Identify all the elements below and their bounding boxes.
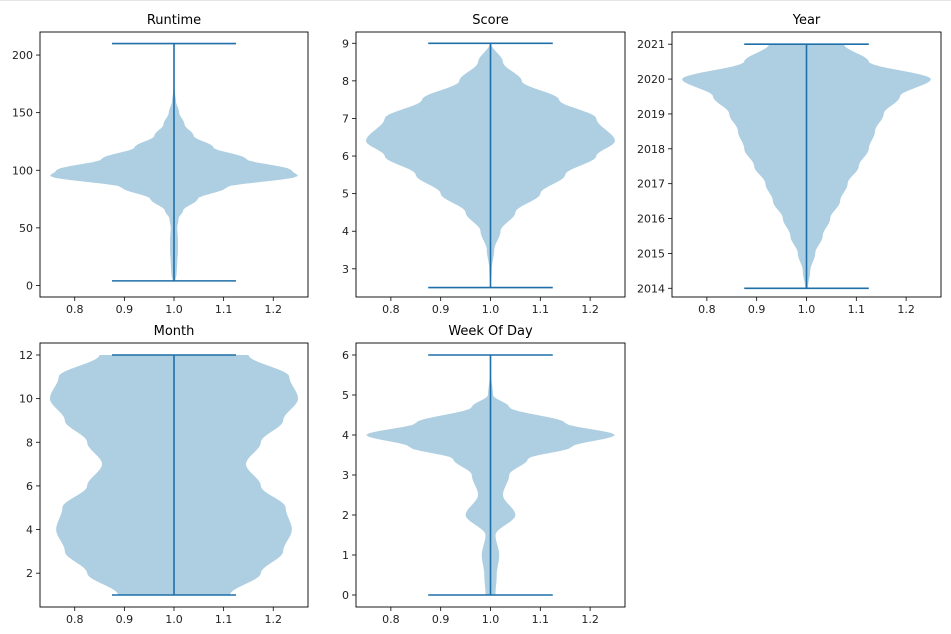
y-tick-label: 2014 bbox=[637, 282, 665, 295]
x-tick-label: 0.9 bbox=[432, 613, 450, 626]
y-tick-label: 4 bbox=[342, 225, 349, 238]
x-tick-label: 1.0 bbox=[165, 303, 183, 316]
y-tick-label: 2019 bbox=[637, 108, 665, 121]
x-tick-label: 1.0 bbox=[165, 613, 183, 626]
x-tick-label: 1.2 bbox=[581, 303, 599, 316]
x-tick-label: 1.0 bbox=[798, 303, 816, 316]
y-tick-label: 2021 bbox=[637, 38, 665, 51]
x-tick-label: 0.9 bbox=[116, 303, 134, 316]
y-tick-label: 2 bbox=[26, 567, 33, 580]
violin-panel: Score 0.8 0.9 1.0 1.1 1.2 3 4 5 6 7 8 9 bbox=[342, 13, 626, 316]
violin-panel: Runtime 0.8 0.9 1.0 1.1 1.2 0 50 100 150 200 bbox=[12, 13, 309, 316]
x-tick-label: 1.2 bbox=[581, 613, 599, 626]
y-tick-label: 4 bbox=[342, 429, 349, 442]
y-tick-label: 0 bbox=[26, 279, 33, 292]
x-tick-label: 0.8 bbox=[66, 613, 84, 626]
panel-title: Week Of Day bbox=[448, 324, 533, 339]
top-divider bbox=[0, 0, 951, 1]
y-tick-label: 200 bbox=[12, 49, 33, 62]
y-tick-label: 5 bbox=[342, 188, 349, 201]
y-tick-label: 150 bbox=[12, 107, 33, 120]
y-tick-label: 8 bbox=[26, 436, 33, 449]
y-tick-label: 2018 bbox=[637, 143, 665, 156]
violin-panel: Week Of Day 0.8 0.9 1.0 1.1 1.2 0 1 2 3 4 5 6 bbox=[342, 324, 626, 626]
x-tick-label: 0.8 bbox=[382, 303, 400, 316]
y-tick-label: 2017 bbox=[637, 178, 665, 191]
x-tick-label: 0.8 bbox=[66, 303, 84, 316]
y-tick-label: 2020 bbox=[637, 73, 665, 86]
y-tick-label: 5 bbox=[342, 389, 349, 402]
y-tick-label: 10 bbox=[19, 393, 33, 406]
y-tick-label: 6 bbox=[26, 480, 33, 493]
panel-title: Month bbox=[154, 324, 195, 339]
x-tick-label: 1.1 bbox=[215, 303, 233, 316]
violin-panel: Month 0.8 0.9 1.0 1.1 1.2 2 4 6 8 10 12 bbox=[19, 324, 309, 626]
x-tick-label: 0.9 bbox=[748, 303, 766, 316]
panel-title: Score bbox=[472, 13, 508, 28]
x-tick-label: 0.8 bbox=[382, 613, 400, 626]
panel-title: Year bbox=[792, 13, 821, 28]
x-tick-label: 1.1 bbox=[215, 613, 233, 626]
y-tick-label: 4 bbox=[26, 524, 33, 537]
y-tick-label: 9 bbox=[342, 37, 349, 50]
x-tick-label: 1.2 bbox=[265, 303, 283, 316]
y-tick-label: 6 bbox=[342, 150, 349, 163]
violin-panel: Year 0.8 0.9 1.0 1.1 1.2 2014 2015 2016 2017 2018 2… bbox=[637, 13, 942, 316]
y-tick-label: 50 bbox=[19, 222, 33, 235]
y-tick-label: 0 bbox=[342, 589, 349, 602]
y-tick-label: 100 bbox=[12, 164, 33, 177]
y-tick-label: 2 bbox=[342, 509, 349, 522]
x-tick-label: 1.0 bbox=[482, 613, 500, 626]
x-tick-label: 1.1 bbox=[532, 613, 550, 626]
y-tick-label: 12 bbox=[19, 349, 33, 362]
y-tick-label: 2016 bbox=[637, 213, 665, 226]
x-tick-label: 0.8 bbox=[698, 303, 716, 316]
panel-title: Runtime bbox=[147, 13, 201, 28]
x-tick-label: 0.9 bbox=[116, 613, 134, 626]
y-tick-label: 7 bbox=[342, 112, 349, 125]
x-tick-label: 0.9 bbox=[432, 303, 450, 316]
x-tick-label: 1.1 bbox=[532, 303, 550, 316]
y-tick-label: 3 bbox=[342, 469, 349, 482]
x-tick-label: 1.1 bbox=[848, 303, 866, 316]
y-tick-label: 1 bbox=[342, 549, 349, 562]
x-tick-label: 1.2 bbox=[265, 613, 283, 626]
x-tick-label: 1.0 bbox=[482, 303, 500, 316]
y-tick-label: 2015 bbox=[637, 247, 665, 260]
y-tick-label: 8 bbox=[342, 75, 349, 88]
y-tick-label: 3 bbox=[342, 263, 349, 276]
x-tick-label: 1.2 bbox=[897, 303, 915, 316]
y-tick-label: 6 bbox=[342, 349, 349, 362]
